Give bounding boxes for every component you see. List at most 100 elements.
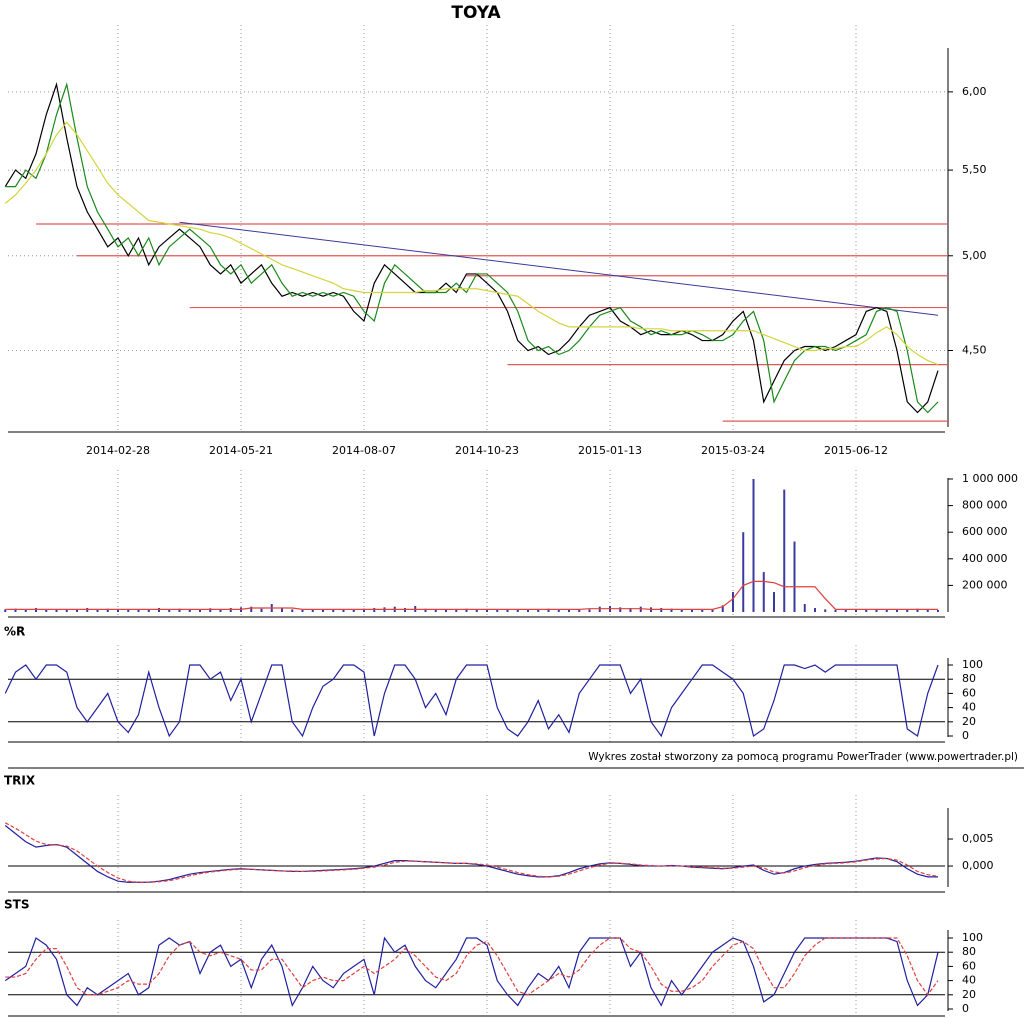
volume-bar [547,608,550,612]
volume-bar [516,609,519,612]
volume-bar [311,609,314,612]
volume-bar [219,609,222,612]
volume-bar [937,610,939,612]
y-tick-label: 100 [962,931,983,944]
y-tick-label: 80 [962,945,976,958]
volume-bar [773,592,775,612]
y-tick-label: 1 000 000 [962,472,1018,485]
y-tick-label: 60 [962,686,976,699]
volume-bar [486,610,488,612]
x-tick-label: 2014-08-07 [332,444,396,457]
volume-bar [168,609,171,612]
volume-bar [86,608,89,612]
series-line [4,664,939,738]
series-line [4,82,939,414]
volume-bar [537,609,540,612]
volume-bar [45,609,48,612]
y-tick-label: 5,00 [962,249,987,262]
volume-bar [301,610,304,612]
y-tick-label: 0 [962,1002,969,1015]
volume-bar [496,609,499,612]
volume-bar [260,608,263,612]
y-tick-label: 0,005 [962,832,994,845]
y-tick-label: 40 [962,974,976,987]
volume-bar [670,608,673,612]
volume-bar [732,592,734,612]
volume-bar [424,608,427,612]
volume-bar [117,609,119,612]
volume-bar [578,609,581,612]
volume-bar [721,605,724,612]
credit: Wykres został stworzony za pomocą progra… [588,751,1018,763]
y-tick-label: 0,000 [962,859,994,872]
x-tick-label: 2015-06-12 [824,444,888,457]
x-tick-label: 2015-01-13 [578,444,642,457]
volume-bar [24,610,27,612]
y-tick-label: 200 000 [962,578,1008,591]
volume-bar [250,606,253,612]
x-tick-label: 2014-05-21 [209,444,273,457]
series-line [5,580,938,610]
y-tick-label: 6,00 [962,85,987,98]
volume-bar [229,608,232,612]
y-tick-label: 40 [962,701,976,714]
y-tick-label: 4,50 [962,343,987,356]
volume-bar [281,608,283,612]
volume-bar [814,608,816,612]
volume-bar [475,609,478,612]
volume-bar [701,609,704,612]
volume-bar [855,609,857,612]
volume-bar [824,609,827,612]
volume-bar [742,532,745,612]
series-line [4,121,939,366]
volume-bar [209,608,212,612]
y-tick-label: 400 000 [962,552,1008,565]
volume-bar [96,609,99,612]
volume-bar [35,608,37,612]
volume-bar [762,572,765,612]
volume-bar [445,610,447,612]
volume-bar [199,609,201,612]
trend-line [179,221,939,316]
y-tick-label: 600 000 [962,525,1008,538]
panel-title: STS [4,898,29,912]
volume-bar [352,609,355,612]
volume-bar [711,609,714,612]
volume-bar [178,608,181,612]
volume-bar [188,610,191,612]
volume-bar [465,608,468,612]
volume-bar [568,610,570,612]
volume-bar [65,609,68,612]
volume-bar [147,609,150,612]
volume-bar [455,609,458,612]
series-line [5,937,939,996]
volume-bar [639,606,642,612]
y-tick-label: 0 [962,729,969,742]
volume-bar [926,609,929,612]
volume-bar [691,610,693,612]
volume-bar [363,608,365,612]
y-tick-label: 100 [962,658,983,671]
panel-title: %R [4,625,25,639]
series-line [4,822,939,883]
volume-bar [55,609,58,612]
volume-bar [332,610,335,612]
volume-bar [291,609,294,612]
volume-bar [629,608,632,612]
volume-bar [783,489,786,612]
series-line [4,936,939,1008]
volume-bar [660,608,663,612]
volume-bar [158,608,160,612]
volume-bar [557,609,560,612]
volume-bar [598,606,601,612]
volume-bar [106,608,109,612]
y-tick-label: 80 [962,672,976,685]
volume-bar [916,608,919,612]
volume-bar [373,608,376,612]
volume-bar [803,604,806,612]
x-tick-label: 2014-02-28 [86,444,150,457]
volume-bar [875,609,878,612]
volume-bar [527,610,529,612]
volume-bar [588,609,591,612]
